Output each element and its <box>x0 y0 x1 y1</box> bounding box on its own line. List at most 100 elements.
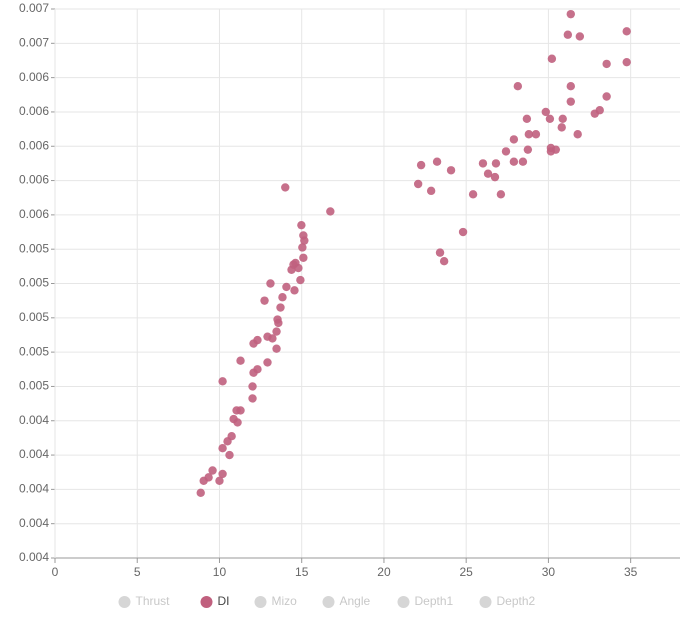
legend-marker[interactable] <box>254 596 267 608</box>
data-point <box>563 30 573 39</box>
y-tick-label: 0.004 <box>19 482 49 496</box>
y-tick-label: 0.004 <box>19 447 49 461</box>
data-point <box>263 358 272 367</box>
data-point <box>204 473 213 482</box>
x-tick-label: 5 <box>134 565 141 579</box>
data-point <box>531 130 541 139</box>
data-point <box>541 107 550 117</box>
legend-label[interactable]: Mizo <box>272 594 298 608</box>
data-point <box>426 186 436 196</box>
data-point <box>566 82 575 91</box>
y-tick-label: 0.004 <box>19 550 49 564</box>
legend-marker[interactable] <box>118 596 131 608</box>
data-point <box>478 159 488 168</box>
data-point <box>557 123 566 132</box>
data-point <box>299 253 308 262</box>
data-point <box>413 179 423 189</box>
data-point <box>260 296 269 305</box>
legend-marker[interactable] <box>200 596 213 608</box>
y-tick-label: 0.006 <box>19 138 49 152</box>
data-point <box>300 236 309 245</box>
legend-marker[interactable] <box>322 596 335 608</box>
legend-marker[interactable] <box>397 596 410 608</box>
data-point <box>416 160 426 170</box>
data-point <box>622 27 631 36</box>
data-point <box>458 227 468 237</box>
data-point <box>227 431 236 441</box>
data-point <box>294 263 303 273</box>
data-point <box>524 130 534 139</box>
y-tick-label: 0.005 <box>19 344 49 358</box>
legend-label[interactable]: Depth1 <box>415 594 454 608</box>
legend-label[interactable]: Angle <box>340 594 371 608</box>
data-point <box>547 54 557 63</box>
y-tick-label: 0.005 <box>19 276 49 290</box>
data-point <box>298 243 307 252</box>
data-point <box>282 282 291 292</box>
data-point <box>218 469 227 479</box>
data-point <box>483 169 493 178</box>
y-tick-label: 0.004 <box>19 413 49 427</box>
data-point <box>236 356 245 365</box>
data-point <box>278 293 287 302</box>
legend-label[interactable]: DI <box>218 594 230 608</box>
x-tick-label: 10 <box>213 565 227 579</box>
data-point <box>566 97 575 106</box>
data-point <box>491 159 501 168</box>
legend-label[interactable]: Depth2 <box>497 594 536 608</box>
y-tick-label: 0.007 <box>19 35 49 49</box>
data-point <box>575 32 585 41</box>
x-tick-label: 20 <box>377 565 391 579</box>
data-point <box>622 57 631 67</box>
data-point <box>573 130 582 139</box>
data-point <box>446 166 456 175</box>
data-point <box>196 488 205 498</box>
data-point <box>490 172 500 182</box>
data-point <box>546 147 556 156</box>
data-point <box>509 135 519 144</box>
x-tick-label: 30 <box>542 565 556 579</box>
data-point <box>518 157 528 166</box>
data-point <box>297 220 306 230</box>
data-point <box>468 190 478 199</box>
data-point <box>208 466 217 475</box>
data-point <box>545 114 555 124</box>
y-tick-label: 0.006 <box>19 207 49 221</box>
data-point <box>435 248 445 257</box>
data-point <box>513 82 523 91</box>
y-tick-label: 0.005 <box>19 379 49 393</box>
data-point <box>272 327 281 336</box>
data-point <box>501 147 511 156</box>
x-tick-label: 0 <box>52 565 59 579</box>
x-tick-label: 25 <box>460 565 474 579</box>
y-tick-label: 0.006 <box>19 104 49 118</box>
data-point <box>496 190 506 199</box>
data-point <box>296 275 305 285</box>
data-point <box>273 315 282 324</box>
data-point <box>602 92 611 101</box>
data-point <box>523 145 533 154</box>
data-point <box>225 450 234 460</box>
legend-marker[interactable] <box>479 596 492 608</box>
y-tick-label: 0.005 <box>19 241 49 255</box>
data-point <box>281 183 290 192</box>
data-point <box>432 157 442 166</box>
data-point <box>276 303 285 312</box>
data-point <box>268 334 277 343</box>
x-tick-label: 15 <box>295 565 309 579</box>
y-tick-label: 0.006 <box>19 173 49 187</box>
data-point <box>248 394 257 403</box>
x-tick-label: 35 <box>624 565 638 579</box>
legend-label[interactable]: Thrust <box>136 594 171 608</box>
data-point <box>233 418 242 427</box>
y-tick-label: 0.007 <box>19 1 49 15</box>
data-point <box>218 377 227 386</box>
data-point <box>215 476 224 485</box>
data-point <box>566 9 575 19</box>
data-point <box>439 256 449 266</box>
data-point <box>522 114 532 124</box>
data-point <box>266 279 275 288</box>
data-point <box>249 368 258 377</box>
data-point <box>558 114 567 124</box>
